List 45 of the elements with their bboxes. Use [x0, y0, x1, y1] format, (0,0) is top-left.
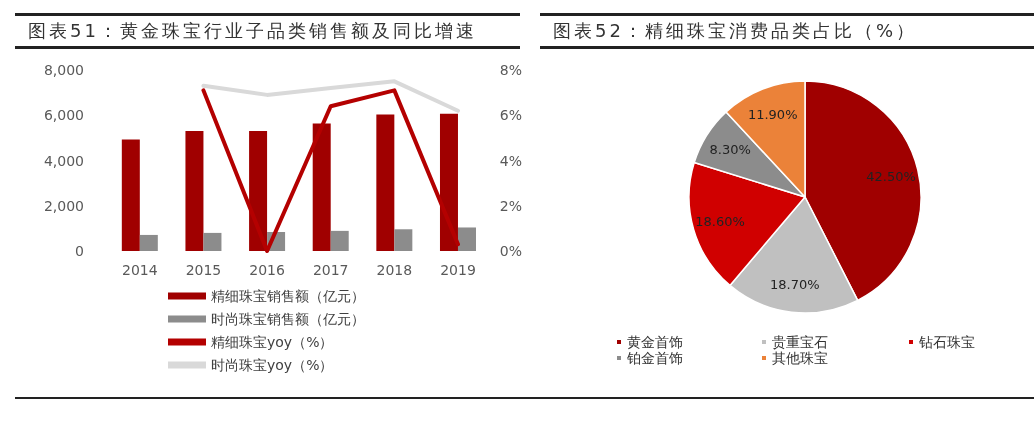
x-tick-label: 2018	[376, 262, 413, 278]
data-label: 11.90%	[747, 107, 798, 123]
y2-tick-label: 4%	[499, 152, 523, 169]
legend-label: 时尚珠宝yoy（%）	[211, 357, 334, 373]
line-series	[201, 88, 460, 253]
y2-tick-label: 0%	[499, 243, 523, 259]
chart-title: 图表51：黄金珠宝行业子品类销售额及同比增速	[15, 13, 520, 49]
bar	[121, 139, 140, 251]
x-tick-label: 2014	[122, 262, 158, 278]
bar	[376, 114, 395, 251]
legend-label: 精细珠宝销售额（亿元）	[211, 288, 365, 304]
bar	[203, 232, 222, 251]
y2-tick-label: 8%	[499, 62, 523, 78]
legend-label: 精细珠宝yoy（%）	[211, 334, 334, 350]
legend-label: 贵重宝石	[772, 334, 828, 350]
x-tick-label: 2015	[185, 262, 222, 278]
y-tick-label: 4,000	[43, 152, 84, 169]
bar	[394, 229, 413, 251]
y2-tick-label: 6%	[499, 107, 523, 124]
y-tick-label: 0	[75, 243, 84, 259]
data-label: 18.60%	[695, 214, 745, 230]
legend-label: 钻石珠宝	[918, 334, 975, 350]
data-label: 42.50%	[866, 168, 916, 184]
x-tick-label: 2019	[440, 262, 476, 278]
x-tick-label: 2017	[312, 262, 349, 278]
bar	[439, 113, 458, 251]
bar	[330, 230, 349, 251]
chart-title: 图表52：精细珠宝消费品类占比（%）	[540, 13, 1034, 49]
bar	[312, 123, 331, 251]
data-label: 18.70%	[769, 277, 820, 293]
line-series	[201, 79, 460, 113]
legend-label: 黄金首饰	[627, 334, 683, 350]
data-label: 8.30%	[709, 142, 751, 158]
y-tick-label: 6,000	[43, 107, 84, 124]
x-tick-label: 2016	[249, 262, 285, 278]
y-tick-label: 8,000	[43, 62, 84, 78]
legend-label: 铂金首饰	[626, 350, 683, 366]
y-tick-label: 2,000	[43, 197, 84, 214]
legend-label: 其他珠宝	[772, 350, 828, 366]
legend-label: 时尚珠宝销售额（亿元）	[211, 311, 365, 327]
bar	[249, 131, 268, 251]
bar	[139, 234, 158, 251]
bar	[185, 131, 204, 251]
y2-tick-label: 2%	[499, 197, 523, 214]
bar	[457, 227, 476, 251]
